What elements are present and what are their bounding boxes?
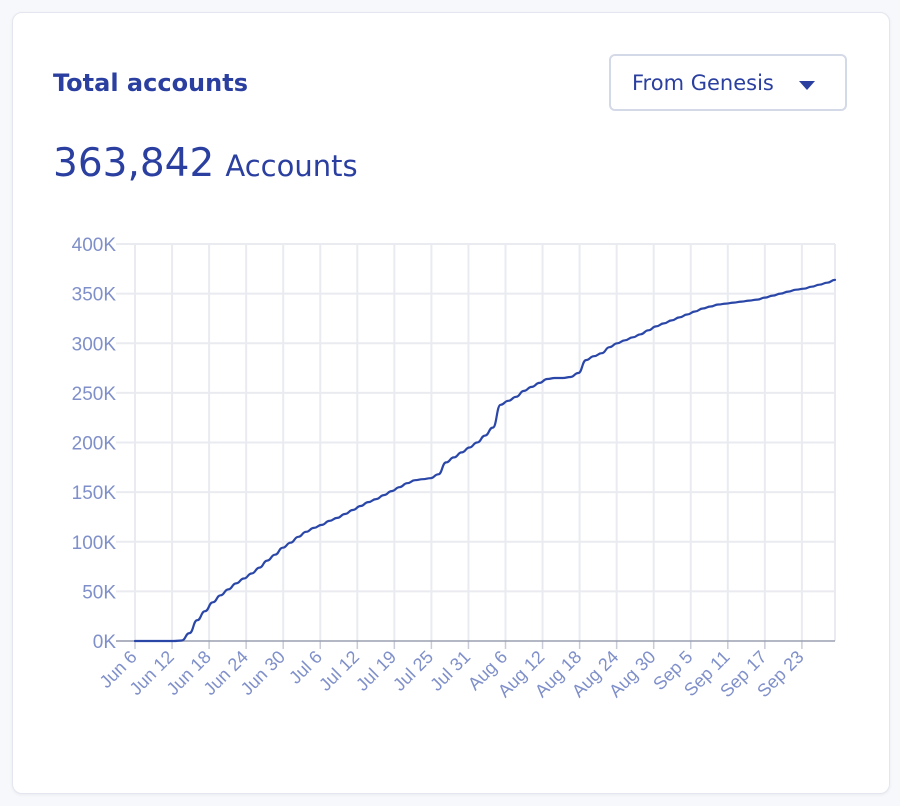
x-tick-label: Jul 25 [389,647,437,695]
y-tick-label: 0K [93,632,117,653]
y-tick-label: 400K [72,235,117,256]
range-select[interactable]: From Genesis [609,54,847,111]
y-tick-label: 200K [72,434,117,455]
card-title: Total accounts [53,69,248,97]
y-tick-label: 350K [72,285,117,306]
y-tick-label: 50K [82,582,116,603]
y-tick-label: 150K [72,483,117,504]
y-tick-label: 300K [72,334,117,355]
total-accounts-value: 363,842 [53,141,215,186]
range-select-label: From Genesis [632,70,774,95]
series-line-total-accounts [133,278,837,643]
y-tick-label: 100K [72,533,117,554]
chart-grid [134,243,836,641]
total-accounts-card: Total accounts From Genesis 363,842 Acco… [12,12,890,794]
x-tick-label: Jul 19 [352,647,400,695]
chart-series [133,278,837,643]
total-accounts-unit: Accounts [225,149,358,183]
x-tick-label: Jul 12 [315,647,363,695]
caret-down-icon [799,81,815,90]
total-accounts: 363,842 Accounts [53,141,358,186]
x-tick-label: Jul 31 [426,647,474,695]
y-tick-label: 250K [72,384,117,405]
